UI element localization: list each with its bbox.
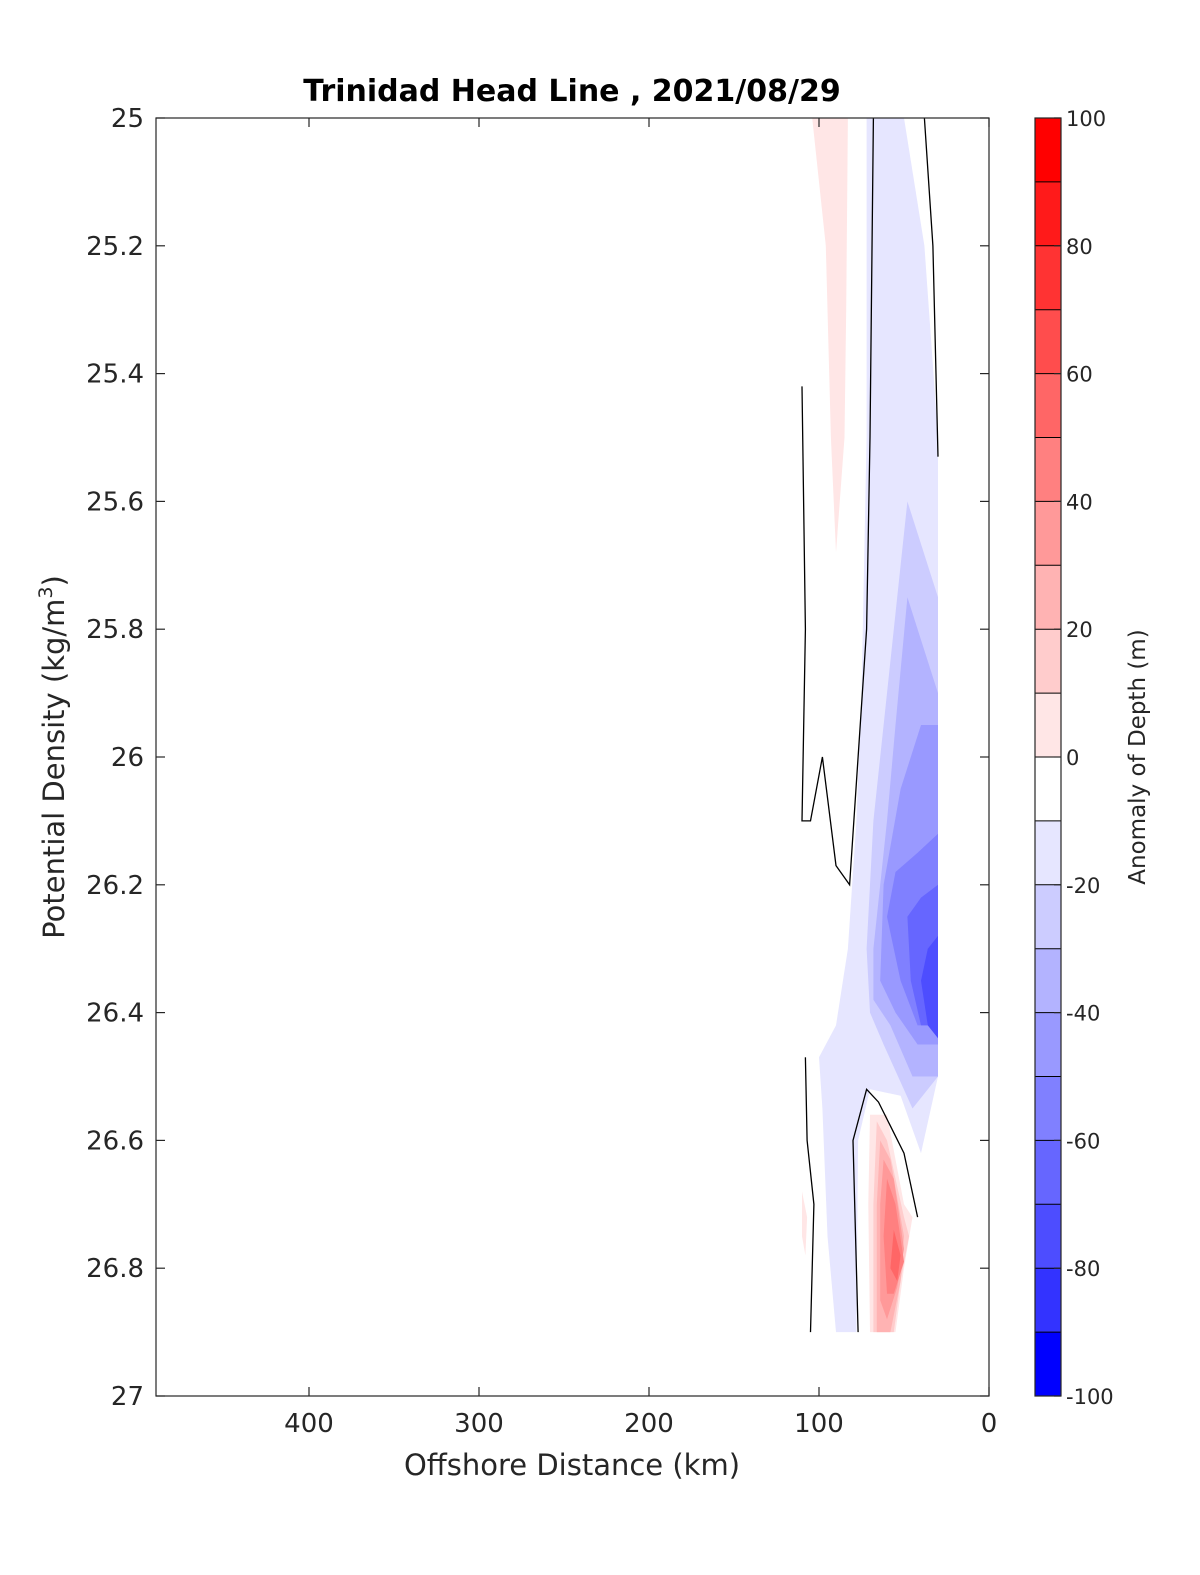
colorbar-tick-label: -100 — [1066, 1385, 1114, 1409]
colorbar-tick-label: 60 — [1066, 363, 1093, 387]
zero-contour-line-1 — [923, 117, 939, 457]
colorbar-bands — [1035, 118, 1061, 1396]
zero-contour-line-3 — [852, 1087, 919, 1333]
y-tick-label: 26 — [111, 743, 144, 773]
zero-contour-line-0 — [801, 117, 875, 887]
colorbar-tick-label: -80 — [1066, 1257, 1100, 1281]
colorbar-band-16 — [1035, 1140, 1061, 1205]
y-tick-label: 25.4 — [86, 360, 144, 390]
y-tick-label: 26.2 — [86, 871, 144, 901]
contour-region-14 — [890, 1229, 901, 1281]
colorbar-band-5 — [1035, 437, 1061, 502]
colorbar-band-7 — [1035, 565, 1061, 630]
x-tick-label: 0 — [981, 1409, 998, 1439]
colorbar-band-15 — [1035, 1076, 1061, 1141]
colorbar-tick-label: -40 — [1066, 1002, 1100, 1026]
y-tick-label: 25.8 — [86, 615, 144, 645]
colorbar-band-6 — [1035, 501, 1061, 566]
y-axis-label-close: ) — [37, 575, 71, 586]
y-tick-label: 25.2 — [86, 232, 144, 262]
colorbar-band-13 — [1035, 948, 1061, 1013]
x-tick-label: 400 — [284, 1409, 334, 1439]
colorbar-band-8 — [1035, 629, 1061, 694]
colorbar-band-0 — [1035, 118, 1061, 182]
x-tick-label: 200 — [624, 1409, 674, 1439]
x-tick-label: 300 — [454, 1409, 504, 1439]
x-axis-ticks: 400 300 200 100 0 — [284, 118, 997, 1439]
filled-contour-regions — [802, 118, 938, 1333]
colorbar-band-18 — [1035, 1268, 1061, 1333]
y-tick-label: 26.8 — [86, 1254, 144, 1284]
colorbar-band-14 — [1035, 1012, 1061, 1077]
colorbar-band-10 — [1035, 757, 1061, 821]
colorbar-band-3 — [1035, 309, 1061, 374]
colorbar-tick-label: 80 — [1066, 235, 1093, 259]
colorbar-tick-label: 100 — [1066, 107, 1106, 131]
colorbar-ticks: 100 80 60 40 20 0 -20 -40 -60 -80 -100 — [1054, 107, 1114, 1409]
y-tick-label: 25 — [111, 104, 144, 134]
colorbar-tick-label: -60 — [1066, 1129, 1100, 1153]
y-tick-label: 26.6 — [86, 1126, 144, 1156]
colorbar-tick-label: 0 — [1066, 746, 1079, 770]
plot-area: 400 300 200 100 0 25 25.2 25.4 25.6 25.8 26 26.2 26… — [86, 104, 997, 1439]
colorbar-label: Anomaly of Depth (m) — [1125, 629, 1151, 884]
x-axis-label: Offshore Distance (km) — [404, 1448, 740, 1482]
y-axis-label-superscript: 3 — [35, 586, 57, 598]
y-axis-label: Potential Density (kg/m3) — [35, 575, 71, 939]
colorbar: 100 80 60 40 20 0 -20 -40 -60 -80 -100 — [1034, 107, 1114, 1409]
colorbar-band-9 — [1035, 693, 1061, 757]
y-axis-ticks: 25 25.2 25.4 25.6 25.8 26 26.2 26.4 26.6 26.8 27 — [86, 104, 989, 1412]
colorbar-band-1 — [1035, 181, 1061, 246]
colorbar-band-19 — [1035, 1332, 1061, 1396]
zero-contour-lines — [801, 117, 939, 1333]
x-tick-label: 100 — [794, 1409, 844, 1439]
y-tick-label: 26.4 — [86, 999, 144, 1029]
contour-region-0 — [812, 118, 848, 553]
colorbar-tick-label: -20 — [1066, 874, 1100, 898]
colorbar-band-12 — [1035, 884, 1061, 949]
colorbar-band-17 — [1035, 1204, 1061, 1269]
y-tick-label: 25.6 — [86, 487, 144, 517]
contour-region-7 — [921, 935, 938, 1039]
colorbar-tick-label: 40 — [1066, 490, 1093, 514]
zero-contour-line-2 — [804, 1057, 815, 1333]
y-axis-label-main: Potential Density (kg/m — [37, 599, 71, 939]
colorbar-band-4 — [1035, 373, 1061, 438]
contour-region-8 — [802, 1191, 808, 1256]
y-tick-label: 27 — [111, 1382, 144, 1412]
colorbar-band-2 — [1035, 245, 1061, 310]
colorbar-band-11 — [1035, 820, 1061, 885]
chart-title: Trinidad Head Line , 2021/08/29 — [303, 74, 840, 109]
colorbar-tick-label: 20 — [1066, 618, 1093, 642]
